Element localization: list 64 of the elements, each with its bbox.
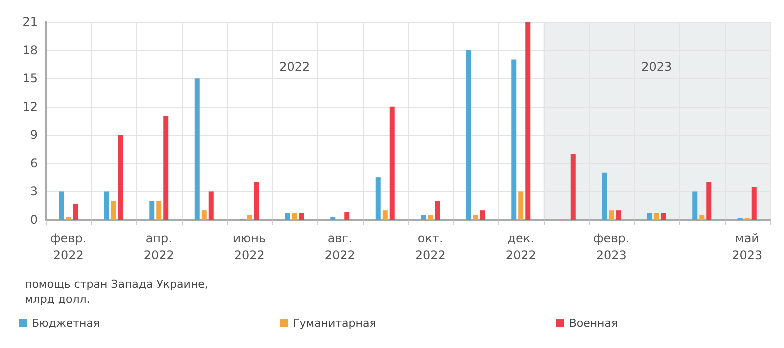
bar — [700, 215, 705, 220]
bar — [752, 187, 757, 220]
bar — [428, 215, 434, 220]
x-tick-label: июнь 2022 — [233, 232, 266, 262]
bar — [156, 201, 162, 220]
bar — [382, 210, 388, 220]
bar — [570, 154, 576, 220]
bar — [435, 201, 440, 220]
bar — [285, 213, 290, 220]
bar — [150, 201, 155, 220]
bar — [473, 215, 478, 220]
bar — [292, 213, 298, 220]
bar — [111, 201, 116, 220]
bar — [692, 192, 698, 220]
x-tick-label: февр. 2023 — [594, 232, 630, 262]
y-tick-label: 12 — [22, 100, 38, 114]
bar — [247, 215, 252, 220]
bar — [518, 192, 524, 220]
y-tick-label: 3 — [30, 184, 38, 199]
annotation: 2022 — [280, 60, 310, 74]
bar — [480, 210, 486, 220]
text: помощь стран Запада Украине, млрд долл. — [25, 278, 208, 306]
x-tick-label: окт. 2022 — [415, 232, 446, 262]
bar — [104, 192, 110, 220]
x-tick-label: февр. 2022 — [50, 232, 87, 262]
bar — [66, 217, 72, 220]
bar — [609, 210, 614, 220]
bar — [390, 106, 395, 220]
y-tick-label: 6 — [30, 156, 38, 170]
bar — [654, 213, 660, 220]
bar — [376, 178, 381, 220]
annotation: 2023 — [642, 60, 672, 74]
y-tick-label: 0 — [30, 213, 38, 227]
bar — [299, 213, 304, 220]
bar — [254, 182, 260, 220]
bar — [706, 182, 712, 220]
legend-label: Гуманитарная — [293, 317, 376, 330]
bar — [647, 213, 652, 220]
bar — [661, 213, 666, 220]
bar — [202, 210, 207, 220]
bar — [73, 204, 78, 220]
y-tick-label: 18 — [22, 43, 38, 58]
bar — [421, 215, 426, 220]
bar — [466, 50, 472, 220]
x-tick-label: май 2023 — [732, 232, 763, 262]
bar — [526, 22, 531, 220]
y-tick-label: 15 — [22, 72, 38, 86]
bar — [330, 217, 336, 220]
legend-label: Военная — [569, 317, 618, 330]
bar — [512, 60, 517, 220]
bar — [194, 78, 200, 220]
bar — [59, 192, 64, 220]
x-tick-label: авг. 2022 — [324, 232, 356, 262]
legend-label: Бюджетная — [32, 317, 100, 330]
y-tick-label: 21 — [22, 15, 38, 29]
x-tick-label: апр. 2022 — [144, 232, 174, 262]
y-tick-label: 9 — [30, 128, 38, 142]
bar — [208, 192, 214, 220]
bar — [164, 116, 169, 220]
bar — [344, 212, 350, 220]
bar — [118, 135, 124, 220]
bar — [602, 172, 608, 220]
bar — [616, 210, 622, 220]
x-tick-label: дек. 2022 — [506, 232, 536, 262]
